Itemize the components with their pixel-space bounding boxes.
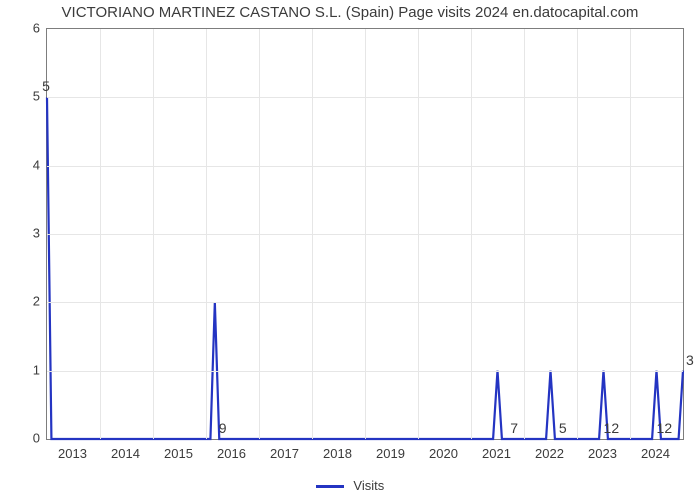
legend-swatch	[316, 485, 344, 488]
ytick-label: 0	[6, 431, 40, 446]
gridline-v	[577, 29, 578, 439]
xtick-label: 2013	[58, 446, 87, 461]
xtick-label: 2021	[482, 446, 511, 461]
xtick-label: 2015	[164, 446, 193, 461]
gridline-v	[418, 29, 419, 439]
gridline-v	[630, 29, 631, 439]
gridline-v	[100, 29, 101, 439]
gridline-v	[471, 29, 472, 439]
data-label: 5	[559, 420, 567, 436]
xtick-label: 2018	[323, 446, 352, 461]
ytick-label: 4	[6, 157, 40, 172]
xtick-label: 2016	[217, 446, 246, 461]
xtick-label: 2023	[588, 446, 617, 461]
ytick-label: 5	[6, 89, 40, 104]
xtick-label: 2014	[111, 446, 140, 461]
gridline-v	[206, 29, 207, 439]
ytick-label: 1	[6, 362, 40, 377]
gridline-v	[365, 29, 366, 439]
data-label: 9	[219, 420, 227, 436]
xtick-label: 2022	[535, 446, 564, 461]
plot-area	[46, 28, 684, 440]
ytick-label: 3	[6, 226, 40, 241]
legend-label: Visits	[353, 478, 384, 493]
chart-container: VICTORIANO MARTINEZ CASTANO S.L. (Spain)…	[0, 0, 700, 500]
data-label: 5	[42, 78, 50, 94]
ytick-label: 6	[6, 21, 40, 36]
gridline-v	[259, 29, 260, 439]
legend: Visits	[0, 478, 700, 493]
chart-title: VICTORIANO MARTINEZ CASTANO S.L. (Spain)…	[0, 4, 700, 21]
gridline-v	[524, 29, 525, 439]
xtick-label: 2024	[641, 446, 670, 461]
xtick-label: 2019	[376, 446, 405, 461]
xtick-label: 2020	[429, 446, 458, 461]
xtick-label: 2017	[270, 446, 299, 461]
data-label: 7	[510, 420, 518, 436]
data-label: 12	[604, 420, 620, 436]
gridline-v	[153, 29, 154, 439]
gridline-v	[312, 29, 313, 439]
data-label: 12	[657, 420, 673, 436]
ytick-label: 2	[6, 294, 40, 309]
data-label: 3	[686, 352, 694, 368]
